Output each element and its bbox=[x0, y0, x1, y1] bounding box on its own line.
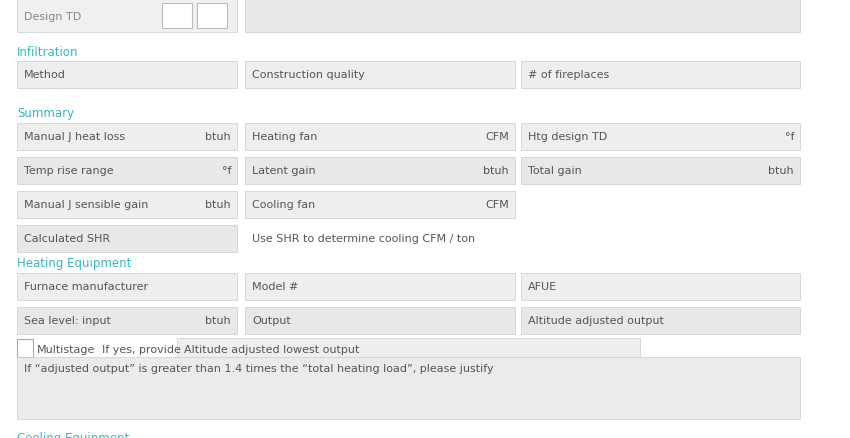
Text: # of fireplaces: # of fireplaces bbox=[528, 71, 609, 80]
FancyBboxPatch shape bbox=[245, 307, 515, 334]
FancyBboxPatch shape bbox=[521, 307, 800, 334]
FancyBboxPatch shape bbox=[245, 0, 800, 33]
Text: °f: °f bbox=[785, 132, 794, 142]
Text: Furnace manufacturer: Furnace manufacturer bbox=[24, 282, 148, 292]
FancyBboxPatch shape bbox=[17, 226, 237, 252]
FancyBboxPatch shape bbox=[17, 357, 800, 419]
Text: Design TD: Design TD bbox=[24, 11, 82, 21]
FancyBboxPatch shape bbox=[177, 338, 640, 360]
Text: Manual J sensible gain: Manual J sensible gain bbox=[24, 200, 149, 210]
Text: Altitude adjusted output: Altitude adjusted output bbox=[528, 316, 664, 326]
Text: Summary: Summary bbox=[17, 107, 74, 120]
Text: °f: °f bbox=[222, 166, 231, 176]
FancyBboxPatch shape bbox=[197, 4, 227, 29]
Text: Manual J heat loss: Manual J heat loss bbox=[24, 132, 125, 142]
Text: Infiltration: Infiltration bbox=[17, 46, 78, 59]
Text: Heating Equipment: Heating Equipment bbox=[17, 256, 132, 269]
Text: Sea level: input: Sea level: input bbox=[24, 316, 110, 326]
Text: btuh: btuh bbox=[484, 166, 509, 176]
FancyBboxPatch shape bbox=[17, 307, 237, 334]
FancyBboxPatch shape bbox=[245, 62, 515, 89]
FancyBboxPatch shape bbox=[17, 191, 237, 219]
Text: Method: Method bbox=[24, 71, 66, 80]
Text: CFM: CFM bbox=[485, 200, 509, 210]
Text: AFUE: AFUE bbox=[528, 282, 557, 292]
FancyBboxPatch shape bbox=[245, 124, 515, 151]
FancyBboxPatch shape bbox=[521, 273, 800, 300]
FancyBboxPatch shape bbox=[17, 124, 237, 151]
Text: Multistage: Multistage bbox=[37, 344, 95, 354]
Text: btuh: btuh bbox=[768, 166, 794, 176]
Text: Cooling Equipment: Cooling Equipment bbox=[17, 431, 129, 438]
Text: Output: Output bbox=[252, 316, 291, 326]
Text: If yes, provide: If yes, provide bbox=[102, 344, 181, 354]
Text: Model #: Model # bbox=[252, 282, 298, 292]
Text: Heating fan: Heating fan bbox=[252, 132, 317, 142]
Text: Use SHR to determine cooling CFM / ton: Use SHR to determine cooling CFM / ton bbox=[252, 234, 475, 244]
Text: Temp rise range: Temp rise range bbox=[24, 166, 114, 176]
FancyBboxPatch shape bbox=[17, 0, 237, 33]
Text: btuh: btuh bbox=[206, 200, 231, 210]
Text: btuh: btuh bbox=[206, 132, 231, 142]
FancyBboxPatch shape bbox=[17, 339, 33, 357]
FancyBboxPatch shape bbox=[245, 158, 515, 184]
FancyBboxPatch shape bbox=[521, 124, 800, 151]
Text: Altitude adjusted lowest output: Altitude adjusted lowest output bbox=[184, 344, 360, 354]
Text: Calculated SHR: Calculated SHR bbox=[24, 234, 110, 244]
FancyBboxPatch shape bbox=[245, 273, 515, 300]
Text: Total gain: Total gain bbox=[528, 166, 581, 176]
Text: Htg design TD: Htg design TD bbox=[528, 132, 607, 142]
Text: Latent gain: Latent gain bbox=[252, 166, 315, 176]
Text: Cooling fan: Cooling fan bbox=[252, 200, 315, 210]
Text: If “adjusted output” is greater than 1.4 times the “total heating load”, please : If “adjusted output” is greater than 1.4… bbox=[24, 363, 494, 373]
FancyBboxPatch shape bbox=[521, 158, 800, 184]
Text: btuh: btuh bbox=[206, 316, 231, 326]
FancyBboxPatch shape bbox=[17, 158, 237, 184]
Text: CFM: CFM bbox=[485, 132, 509, 142]
FancyBboxPatch shape bbox=[162, 4, 192, 29]
FancyBboxPatch shape bbox=[245, 191, 515, 219]
FancyBboxPatch shape bbox=[17, 273, 237, 300]
FancyBboxPatch shape bbox=[521, 62, 800, 89]
Text: Construction quality: Construction quality bbox=[252, 71, 365, 80]
FancyBboxPatch shape bbox=[17, 62, 237, 89]
